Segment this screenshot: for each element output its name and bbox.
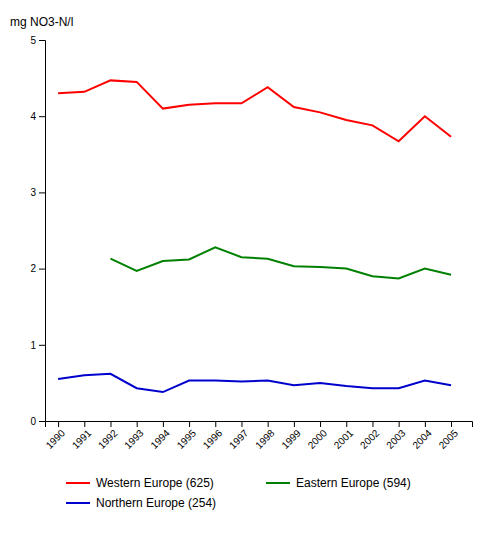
x-tick-mark bbox=[268, 421, 269, 427]
x-tick: 1991 bbox=[70, 421, 94, 451]
x-tick: 1996 bbox=[201, 421, 225, 451]
y-tick-label: 1 bbox=[30, 340, 36, 351]
series-line bbox=[58, 80, 451, 141]
series-line bbox=[58, 374, 451, 392]
y-tick: 4 bbox=[30, 111, 45, 122]
x-tick-label: 1997 bbox=[227, 427, 251, 451]
y-tick-label: 5 bbox=[30, 35, 36, 46]
y-tick-mark bbox=[39, 345, 45, 346]
x-tick: 1993 bbox=[122, 421, 146, 451]
x-tick-mark bbox=[372, 421, 373, 427]
x-tick-label: 1992 bbox=[96, 427, 120, 451]
x-tick-mark bbox=[215, 421, 216, 427]
y-tick-mark bbox=[39, 192, 45, 193]
y-tick-label: 3 bbox=[30, 187, 36, 198]
y-tick: 5 bbox=[30, 35, 45, 46]
x-tick-label: 1998 bbox=[253, 427, 277, 451]
x-tick: 1997 bbox=[227, 421, 251, 451]
y-axis-line bbox=[39, 41, 46, 422]
legend-item: Western Europe (625) bbox=[66, 476, 214, 490]
x-tick: 2003 bbox=[384, 421, 408, 451]
legend-swatch bbox=[266, 482, 290, 484]
y-tick-label: 0 bbox=[30, 416, 36, 427]
legend-label: Northern Europe (254) bbox=[96, 496, 216, 510]
legend: Western Europe (625) Eastern Europe (594)… bbox=[66, 476, 411, 510]
y-tick-mark bbox=[39, 269, 45, 270]
x-tick-mark bbox=[137, 421, 138, 427]
legend-item: Northern Europe (254) bbox=[66, 496, 216, 510]
legend-label: Western Europe (625) bbox=[96, 476, 214, 490]
series-line bbox=[110, 247, 451, 278]
x-tick-mark bbox=[58, 421, 59, 427]
y-tick: 3 bbox=[30, 187, 45, 198]
x-axis-line bbox=[46, 422, 473, 428]
x-tick: 1995 bbox=[175, 421, 199, 451]
x-tick-label: 2000 bbox=[306, 427, 330, 451]
x-tick-label: 2004 bbox=[410, 427, 434, 451]
y-tick: 2 bbox=[30, 263, 45, 274]
x-tick-mark bbox=[189, 421, 190, 427]
x-tick: 1990 bbox=[44, 421, 68, 451]
legend-item: Eastern Europe (594) bbox=[266, 476, 411, 490]
x-tick: 2005 bbox=[437, 421, 461, 451]
y-tick: 0 bbox=[30, 416, 45, 427]
x-tick-mark bbox=[110, 421, 111, 427]
x-tick-label: 2003 bbox=[384, 427, 408, 451]
y-tick-mark bbox=[39, 421, 45, 422]
legend-label: Eastern Europe (594) bbox=[296, 476, 411, 490]
x-tick-label: 2005 bbox=[437, 427, 461, 451]
legend-swatch bbox=[66, 482, 90, 484]
x-tick: 1999 bbox=[279, 421, 303, 451]
y-tick: 1 bbox=[30, 340, 45, 351]
x-tick: 2000 bbox=[306, 421, 330, 451]
x-tick-label: 1995 bbox=[175, 427, 199, 451]
x-tick-label: 1996 bbox=[201, 427, 225, 451]
y-tick-mark bbox=[39, 40, 45, 41]
lines bbox=[58, 80, 451, 392]
x-tick-label: 1994 bbox=[148, 427, 172, 451]
x-tick-mark bbox=[399, 421, 400, 427]
x-tick-mark bbox=[294, 421, 295, 427]
x-tick-label: 1991 bbox=[70, 427, 94, 451]
x-tick: 2001 bbox=[332, 421, 356, 451]
x-tick-label: 1993 bbox=[122, 427, 146, 451]
x-tick-mark bbox=[163, 421, 164, 427]
x-tick-label: 1999 bbox=[279, 427, 303, 451]
x-tick-mark bbox=[451, 421, 452, 427]
y-axis: 0 1 2 3 4 5 bbox=[30, 35, 45, 427]
x-tick: 1994 bbox=[148, 421, 172, 451]
x-tick-mark bbox=[346, 421, 347, 427]
plot: 1990199119921993199419951996199719981999… bbox=[30, 35, 472, 451]
x-tick: 1998 bbox=[253, 421, 277, 451]
y-tick-mark bbox=[39, 116, 45, 117]
x-tick-mark bbox=[241, 421, 242, 427]
y-axis-title: mg NO3-N/l bbox=[10, 15, 73, 29]
legend-swatch bbox=[66, 502, 90, 504]
x-tick-label: 2002 bbox=[358, 427, 382, 451]
x-tick: 1992 bbox=[96, 421, 120, 451]
x-tick-label: 1990 bbox=[44, 427, 68, 451]
x-axis: 1990199119921993199419951996199719981999… bbox=[44, 421, 473, 451]
x-tick-label: 2001 bbox=[332, 427, 356, 451]
chart: 1990199119921993199419951996199719981999… bbox=[0, 0, 492, 541]
y-tick-label: 4 bbox=[30, 111, 36, 122]
x-tick: 2002 bbox=[358, 421, 382, 451]
x-tick-mark bbox=[320, 421, 321, 427]
x-tick: 2004 bbox=[410, 421, 434, 451]
y-tick-label: 2 bbox=[30, 263, 36, 274]
x-tick-mark bbox=[84, 421, 85, 427]
x-tick-mark bbox=[425, 421, 426, 427]
